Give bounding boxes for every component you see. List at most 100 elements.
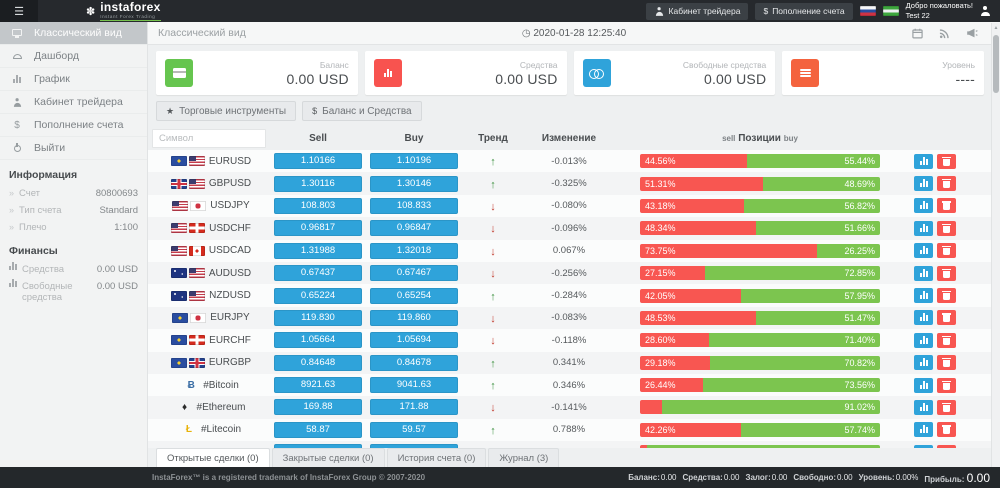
buy-price-button[interactable]: 0.67467 [370,265,458,282]
open-chart-button[interactable] [914,220,933,236]
chevron-right-icon: » [9,222,15,232]
buy-price-button[interactable]: 1.05694 [370,332,458,349]
delete-button[interactable] [937,288,956,304]
open-chart-button[interactable] [914,243,933,259]
stat-cards: Баланс 0.00 USD Средства 0.00 USD Свобод… [148,45,1000,100]
sell-price-button[interactable]: 0.96817 [274,220,362,237]
open-chart-button[interactable] [914,288,933,304]
open-chart-button[interactable] [914,444,933,448]
vertical-scrollbar[interactable]: ▲ [991,23,1000,488]
sidebar-item-logout[interactable]: Выйти [0,137,147,160]
trader-cabinet-label: Кабинет трейдера [668,6,741,16]
delete-button[interactable] [937,176,956,192]
open-chart-button[interactable] [914,377,933,393]
language-flag-icon[interactable] [882,6,899,16]
sell-price-button[interactable]: 108.803 [274,197,362,214]
deposit-button[interactable]: $ Пополнение счета [755,2,853,20]
calendar-icon[interactable] [912,28,923,39]
delete-button[interactable] [937,265,956,281]
delete-button[interactable] [937,198,956,214]
balance-equity-button[interactable]: $ Баланс и Средства [302,101,422,121]
delete-button[interactable] [937,422,956,438]
tab-closed-trades[interactable]: Закрытые сделки (0) [271,448,385,467]
open-chart-button[interactable] [914,153,933,169]
buy-price-button[interactable]: 171.88 [370,399,458,416]
rss-icon[interactable] [939,28,950,39]
coins-icon [582,59,611,87]
scrollbar-thumb[interactable] [993,35,999,93]
trader-cabinet-button[interactable]: Кабинет трейдера [645,2,749,20]
buy-price-button[interactable]: 108.833 [370,197,458,214]
symbol-label: EURGBP [208,357,252,369]
open-chart-button[interactable] [914,176,933,192]
megaphone-icon[interactable] [966,28,978,39]
symbol-filter-input[interactable] [152,128,266,148]
buy-price-button[interactable]: 0.84678 [370,354,458,371]
sell-price-button[interactable]: 0.67437 [274,265,362,282]
open-chart-button[interactable] [914,422,933,438]
open-chart-button[interactable] [914,399,933,415]
buy-price-button[interactable]: 1.30146 [370,175,458,192]
open-chart-button[interactable] [914,198,933,214]
sell-price-button[interactable]: 1.31988 [274,242,362,259]
delete-button[interactable] [937,153,956,169]
delete-button[interactable] [937,220,956,236]
tab-open-trades[interactable]: Открытые сделки (0) [156,448,270,467]
sidebar-item-dashboard[interactable]: Дашборд [0,45,147,68]
sell-price-button[interactable]: 0.84648 [274,354,362,371]
card-value: 0.00 USD [703,70,767,87]
russia-flag-icon[interactable] [859,6,876,16]
buy-price-button[interactable]: 1.32018 [370,242,458,259]
sell-price-button[interactable]: 1.30116 [274,175,362,192]
sidebar-item-deposit[interactable]: $ Пополнение счета [0,114,147,137]
brand-logo[interactable]: ✽ instaforex Instant Forex Trading [86,1,161,21]
trading-instruments-button[interactable]: ★ Торговые инструменты [156,101,297,121]
sell-price-button[interactable]: 169.88 [274,399,362,416]
trend-arrow-icon [462,331,524,349]
buy-price-button[interactable] [370,444,458,448]
buy-price-button[interactable]: 59.57 [370,421,458,438]
sell-price-button[interactable]: 119.830 [274,309,362,326]
sidebar-item-chart[interactable]: График [0,68,147,91]
sidebar-item-classic-view[interactable]: Классический вид [0,22,147,45]
delete-button[interactable] [937,444,956,448]
menu-toggle-button[interactable]: ☰ [0,0,38,22]
delete-button[interactable] [937,355,956,371]
sell-price-button[interactable]: 8921.63 [274,377,362,394]
buy-price-button[interactable]: 0.65254 [370,287,458,304]
buy-price-button[interactable]: 119.860 [370,309,458,326]
user-icon [655,6,664,16]
tab-journal[interactable]: Журнал (3) [488,448,560,467]
sell-positions-segment: 73.75% [640,243,817,258]
change-value: -0.080% [551,200,587,212]
server-time: ◷ 2020-01-28 12:25:40 [521,27,627,39]
open-chart-button[interactable] [914,310,933,326]
quote-row: USDCHF 0.96817 0.96847 -0.096% 48.34% 51… [148,217,1000,240]
sell-price-button[interactable]: 1.05664 [274,332,362,349]
symbol-label: #Bitcoin [203,379,239,391]
account-avatar-icon[interactable] [980,5,991,17]
buy-price-button[interactable]: 1.10196 [370,153,458,170]
open-chart-button[interactable] [914,332,933,348]
flag-ch-icon [189,223,206,234]
buy-price-button[interactable]: 9041.63 [370,377,458,394]
delete-button[interactable] [937,399,956,415]
sell-price-button[interactable]: 1.10166 [274,153,362,170]
buy-price-button[interactable]: 0.96847 [370,220,458,237]
scroll-up-icon[interactable]: ▲ [993,25,999,31]
symbol-cell: #Bitcoin [152,380,270,391]
sell-price-button[interactable]: 58.87 [274,421,362,438]
delete-button[interactable] [937,377,956,393]
open-chart-button[interactable] [914,355,933,371]
delete-button[interactable] [937,243,956,259]
flag-us-icon [188,268,205,279]
sell-price-button[interactable] [274,444,362,448]
trend-arrow-icon [462,264,524,282]
tab-account-history[interactable]: История счета (0) [386,448,487,467]
sell-price-button[interactable]: 0.65224 [274,287,362,304]
symbol-cell: #Litecoin [152,424,270,435]
delete-button[interactable] [937,332,956,348]
delete-button[interactable] [937,310,956,326]
sidebar-item-trader-cabinet[interactable]: Кабинет трейдера [0,91,147,114]
open-chart-button[interactable] [914,265,933,281]
